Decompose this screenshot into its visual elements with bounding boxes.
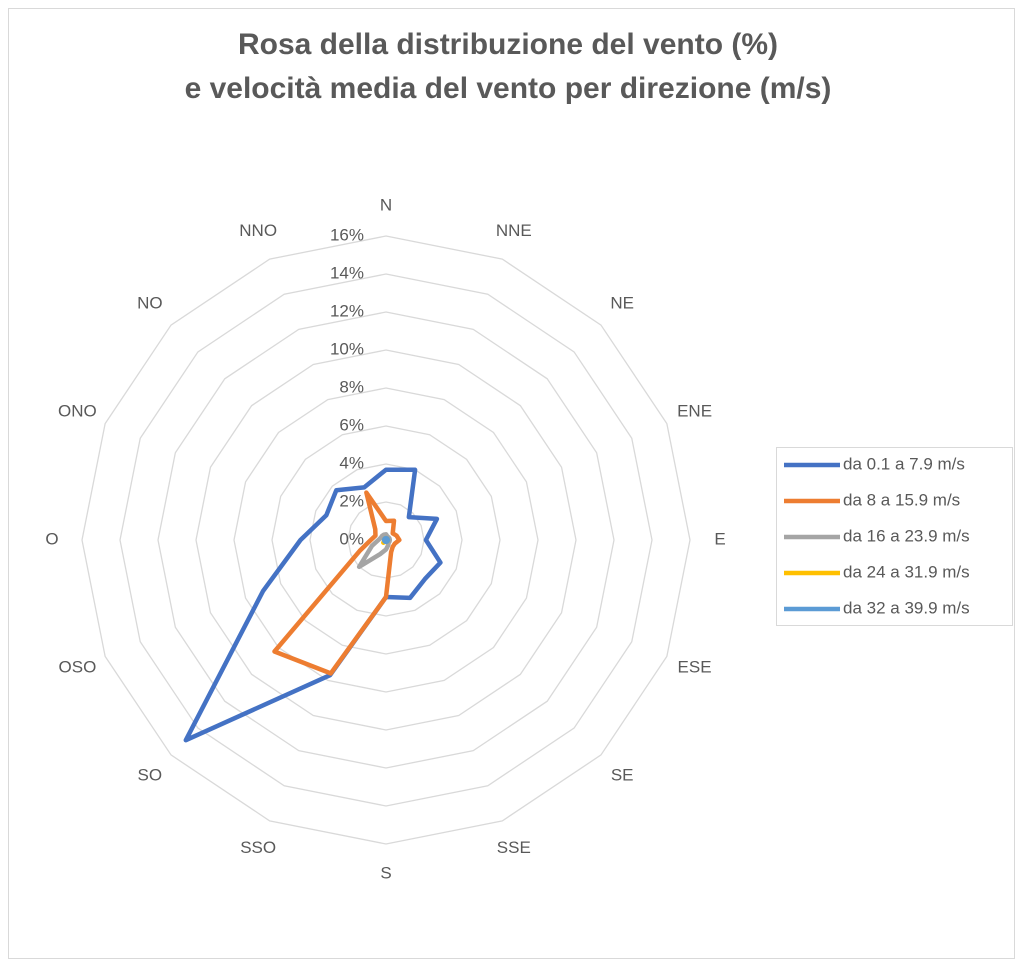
r-tick-label: 0% [339,529,364,548]
category-label: E [714,529,725,548]
category-label: SE [611,766,634,785]
r-tick-label: 14% [330,263,364,282]
r-tick-label: 2% [339,491,364,510]
legend-label: da 32 a 39.9 m/s [843,598,970,617]
series-line [381,535,391,545]
series-line [272,490,402,676]
r-tick-label: 8% [339,377,364,396]
category-label: ONO [58,402,97,421]
legend-label: da 8 a 15.9 m/s [843,490,960,509]
category-label: SO [138,766,163,785]
category-label: N [380,195,392,214]
category-label: OSO [59,657,97,676]
grid-ring [271,425,501,655]
category-label: S [380,863,391,882]
grid-ring [81,235,691,845]
category-label: ENE [677,402,712,421]
category-label: SSE [497,838,531,857]
grid-ring [157,311,615,769]
category-label: NNE [496,221,532,240]
grid-ring [119,273,653,807]
r-tick-label: 6% [339,415,364,434]
category-label: NNO [239,221,277,240]
r-tick-label: 12% [330,301,364,320]
chart-title: Rosa della distribuzione del vento (%) [238,28,778,61]
r-tick-label: 16% [330,225,364,244]
legend-label: da 24 a 31.9 m/s [843,562,970,581]
category-label: NE [610,293,634,312]
r-tick-label: 10% [330,339,364,358]
category-label: ESE [678,657,712,676]
grid-ring [195,349,577,731]
category-label: SSO [240,838,276,857]
legend-label: da 16 a 23.9 m/s [843,526,970,545]
r-tick-label: 4% [339,453,364,472]
category-label: NO [137,293,163,312]
legend-label: da 0.1 a 7.9 m/s [843,454,965,473]
chart-subtitle: e velocità media del vento per direzione… [185,72,832,105]
grid-ring [233,387,539,693]
category-label: O [45,529,58,548]
grid-ring [309,463,463,617]
